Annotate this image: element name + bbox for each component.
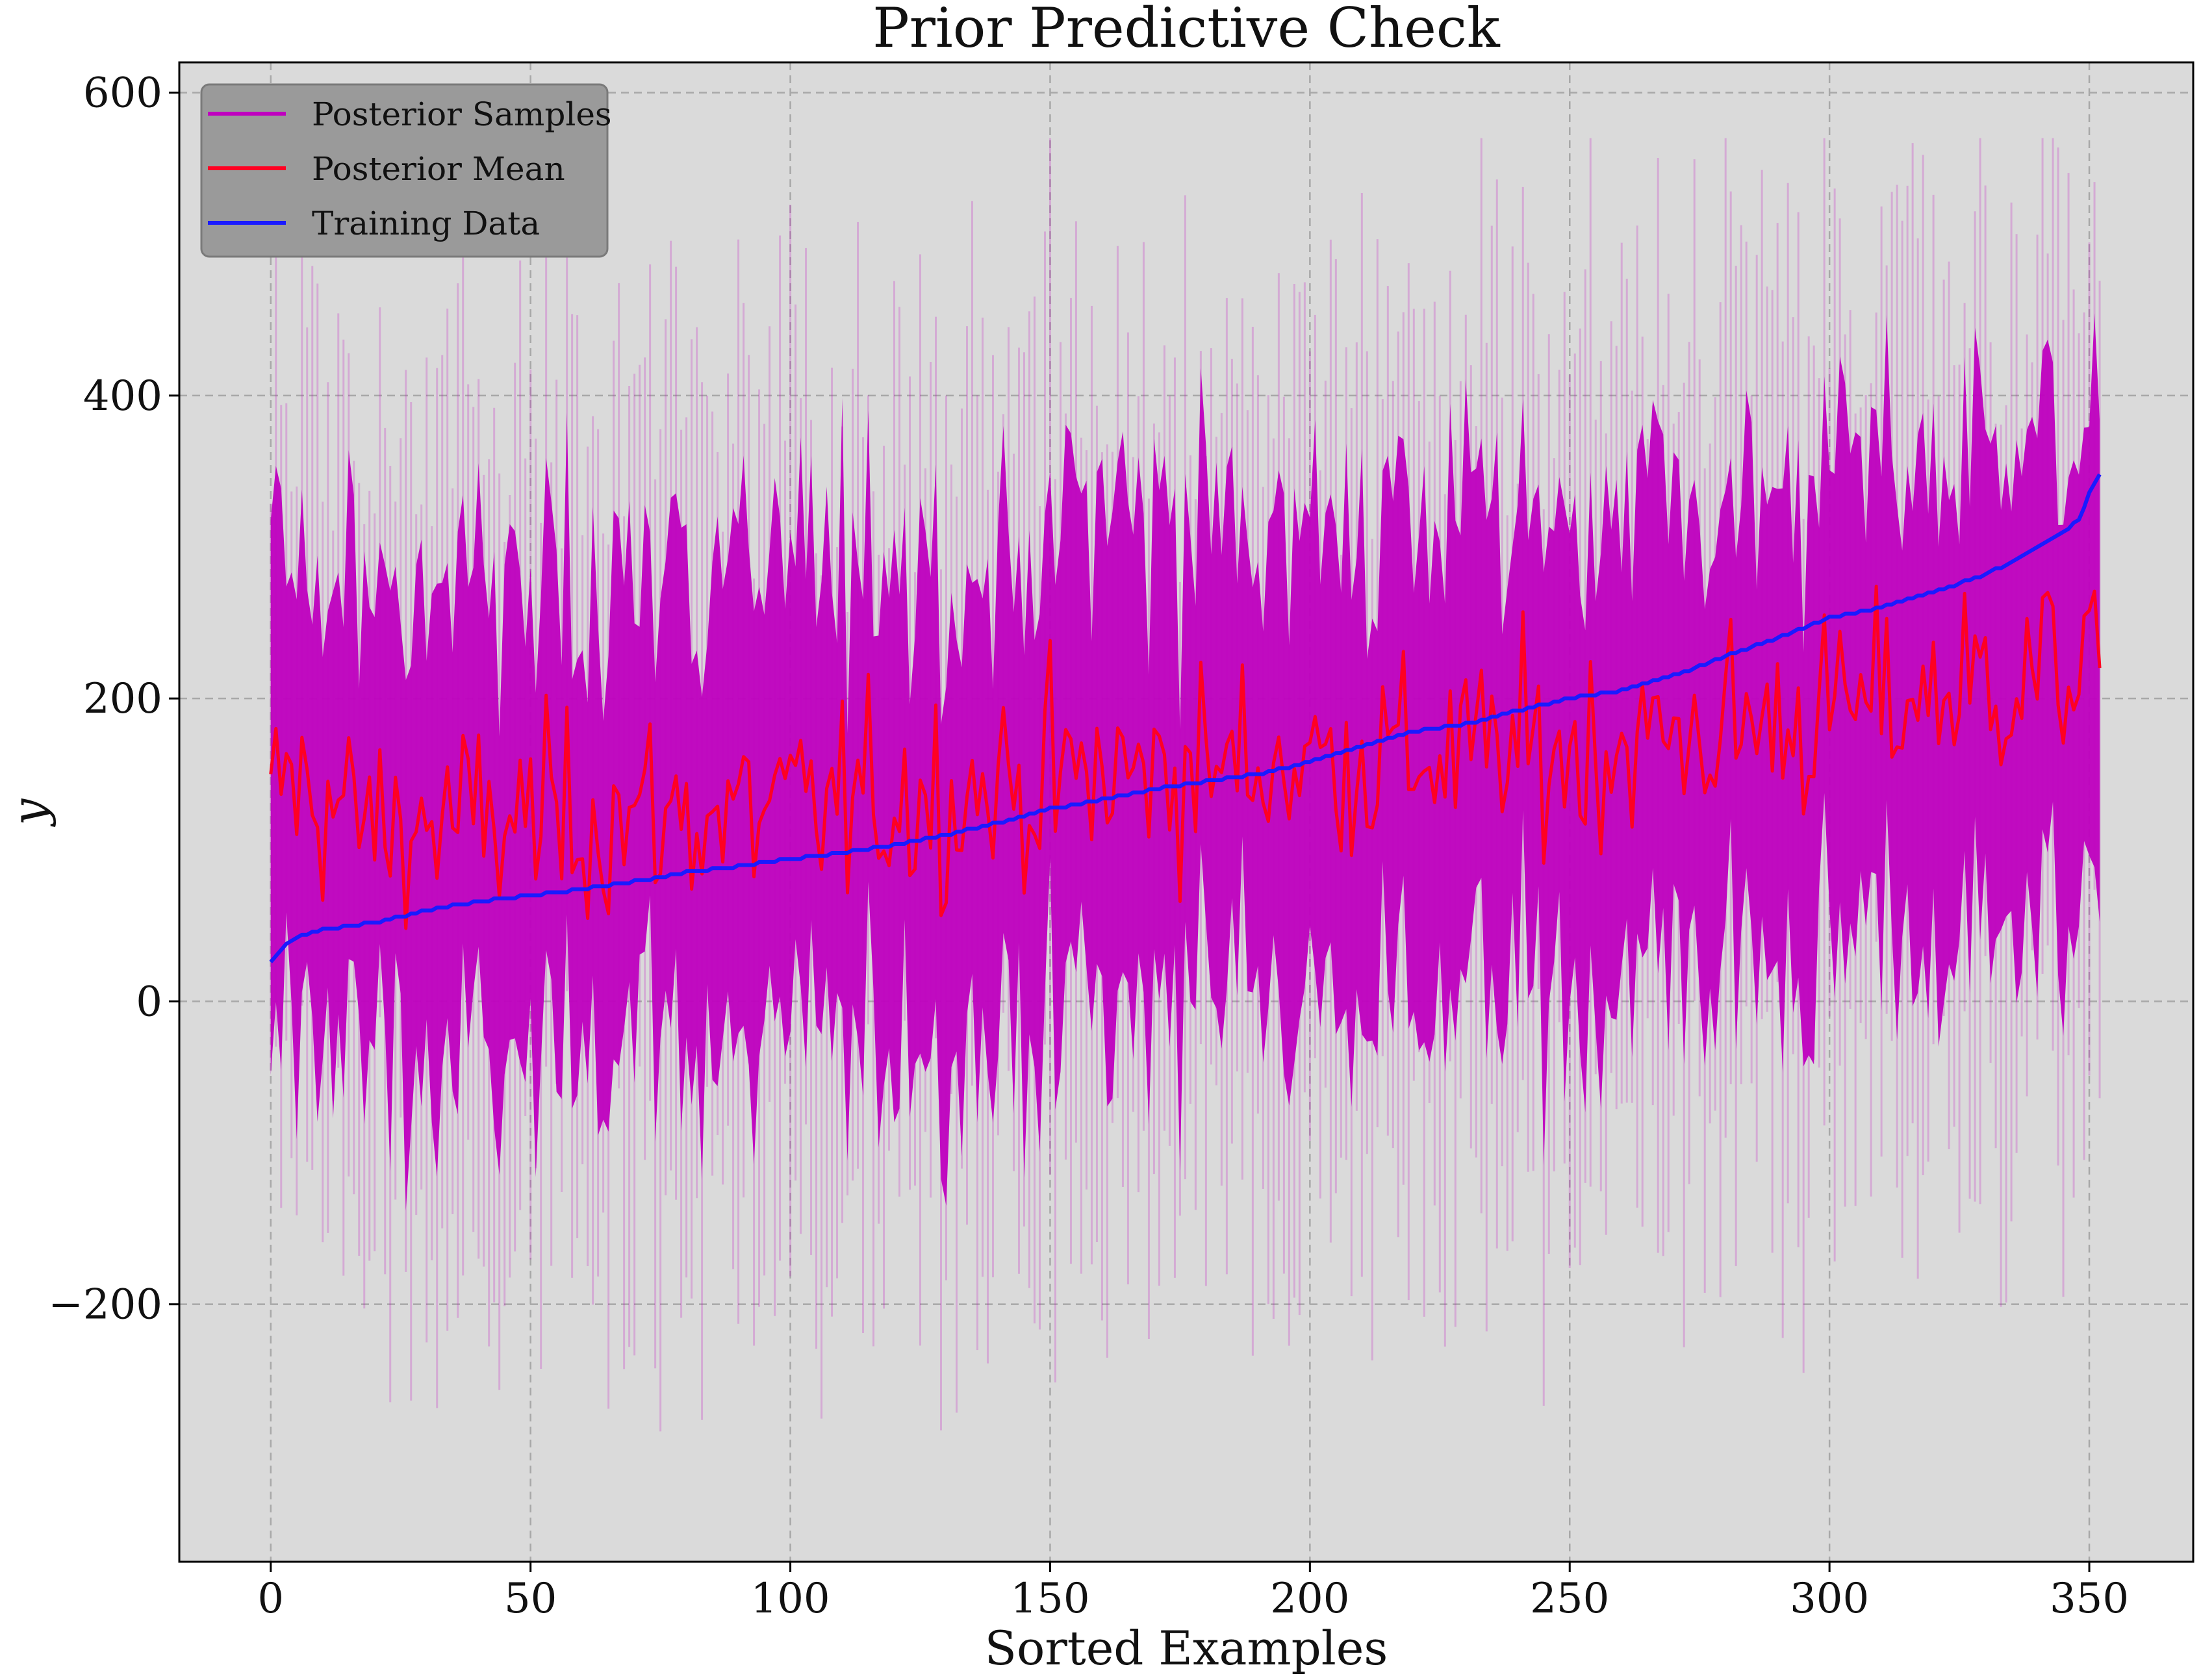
- y-tick-label: 200: [83, 675, 162, 723]
- x-tick-label: 50: [504, 1575, 557, 1623]
- legend: Posterior Samples Posterior Mean Trainin…: [200, 83, 612, 258]
- plot-frame: [178, 61, 2195, 1563]
- y-tick-label: 600: [83, 70, 162, 118]
- chart-title: Prior Predictive Check: [872, 0, 1501, 60]
- y-tick-label: −200: [48, 1281, 162, 1329]
- x-tick-label: 350: [2050, 1575, 2129, 1623]
- x-tick-label: 300: [1790, 1575, 1869, 1623]
- x-axis-label: Sorted Examples: [985, 1621, 1388, 1675]
- x-tick-label: 150: [1010, 1575, 1089, 1623]
- x-tick-label: 250: [1530, 1575, 1609, 1623]
- posterior-mean-line: [269, 585, 2102, 930]
- y-axis-label: y: [2, 798, 57, 827]
- training-data-line: [269, 473, 2102, 963]
- legend-label-posterior-mean: Posterior Mean: [312, 150, 565, 188]
- y-tick-label: 0: [136, 978, 162, 1026]
- x-tick-label: 0: [257, 1575, 284, 1623]
- y-tick-label: 400: [83, 372, 162, 420]
- legend-box: [200, 83, 609, 258]
- legend-label-posterior-samples: Posterior Samples: [312, 95, 612, 133]
- x-tick-label: 100: [750, 1575, 830, 1623]
- legend-label-training-data: Training Data: [312, 205, 540, 242]
- x-tick-label: 200: [1270, 1575, 1349, 1623]
